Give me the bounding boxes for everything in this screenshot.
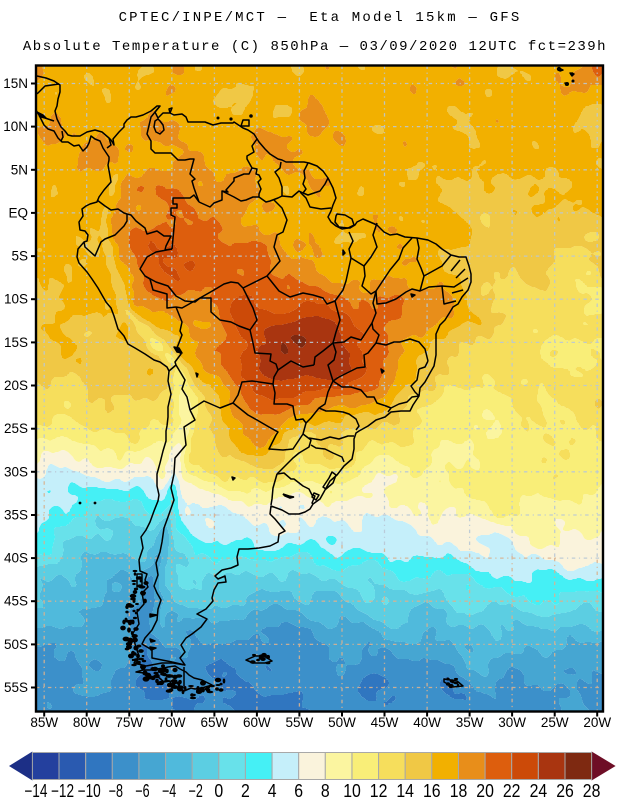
svg-text:65W: 65W: [201, 715, 229, 730]
svg-text:16: 16: [423, 781, 441, 800]
svg-text:−10: −10: [78, 781, 101, 800]
svg-text:10S: 10S: [4, 292, 28, 307]
svg-text:50S: 50S: [4, 637, 28, 652]
svg-text:5N: 5N: [11, 162, 28, 177]
svg-text:45W: 45W: [371, 715, 399, 730]
svg-text:85W: 85W: [30, 715, 58, 730]
svg-text:EQ: EQ: [8, 205, 28, 220]
svg-text:75W: 75W: [115, 715, 143, 730]
svg-text:55S: 55S: [4, 680, 28, 695]
svg-text:35W: 35W: [456, 715, 484, 730]
svg-text:25W: 25W: [541, 715, 569, 730]
svg-text:−2: −2: [189, 781, 203, 800]
svg-text:45S: 45S: [4, 594, 28, 609]
svg-text:40S: 40S: [4, 551, 28, 566]
svg-text:80W: 80W: [73, 715, 101, 730]
svg-text:22: 22: [503, 781, 521, 800]
svg-text:15S: 15S: [4, 335, 28, 350]
svg-text:CPTEC/INPE/MCT — Eta Model 15: CPTEC/INPE/MCT — Eta Model 15km — GFS: [119, 10, 522, 26]
svg-text:30S: 30S: [4, 464, 28, 479]
svg-text:−12: −12: [51, 781, 74, 800]
svg-text:10N: 10N: [3, 119, 28, 134]
svg-text:−6: −6: [135, 781, 149, 800]
svg-text:24: 24: [530, 781, 548, 800]
svg-text:15N: 15N: [3, 76, 28, 91]
svg-text:10: 10: [343, 781, 361, 800]
svg-text:35S: 35S: [4, 508, 28, 523]
svg-text:20S: 20S: [4, 378, 28, 393]
svg-text:26: 26: [556, 781, 574, 800]
svg-text:25S: 25S: [4, 421, 28, 436]
svg-text:−14: −14: [24, 781, 47, 800]
svg-text:2: 2: [241, 781, 250, 800]
svg-text:0: 0: [214, 781, 223, 800]
svg-text:5S: 5S: [11, 249, 28, 264]
svg-text:14: 14: [396, 781, 414, 800]
svg-text:70W: 70W: [158, 715, 186, 730]
svg-text:8: 8: [321, 781, 330, 800]
svg-text:−8: −8: [109, 781, 123, 800]
svg-text:12: 12: [370, 781, 388, 800]
svg-text:18: 18: [450, 781, 468, 800]
svg-text:Absolute Temperature (C) 850hP: Absolute Temperature (C) 850hPa — 03/09/…: [23, 39, 607, 55]
svg-text:20W: 20W: [583, 715, 611, 730]
svg-text:−4: −4: [162, 781, 176, 800]
svg-text:20: 20: [476, 781, 494, 800]
svg-text:40W: 40W: [413, 715, 441, 730]
svg-text:50W: 50W: [328, 715, 356, 730]
svg-text:4: 4: [268, 781, 277, 800]
svg-text:30W: 30W: [498, 715, 526, 730]
svg-text:6: 6: [294, 781, 303, 800]
svg-text:55W: 55W: [286, 715, 314, 730]
svg-text:28: 28: [583, 781, 601, 800]
svg-text:60W: 60W: [243, 715, 271, 730]
